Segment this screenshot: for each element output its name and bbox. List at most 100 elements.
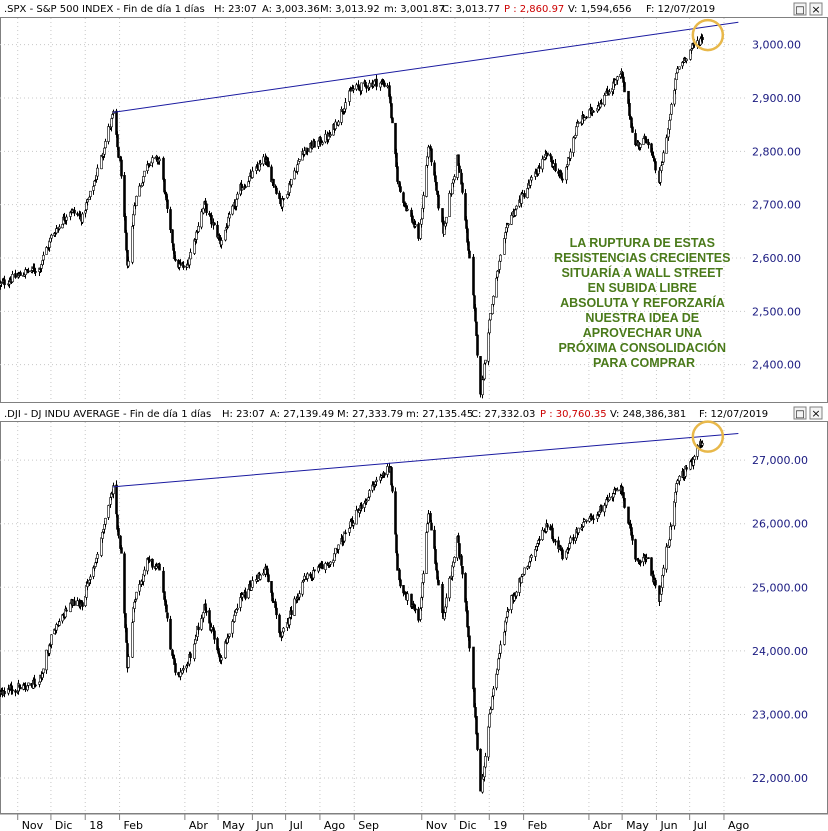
dji-a-label: A: 27,139.49 — [270, 409, 334, 420]
price-body — [481, 379, 484, 396]
price-body — [352, 522, 355, 526]
price-body — [213, 630, 216, 640]
price-body — [572, 137, 575, 153]
price-body — [228, 214, 231, 219]
x-tick-label: Feb — [528, 819, 547, 831]
price-body — [290, 610, 293, 615]
price-body — [11, 274, 14, 283]
price-body — [530, 177, 533, 181]
price-body — [344, 102, 347, 110]
y-tick-label: 24,000.00 — [752, 645, 808, 658]
price-body — [527, 183, 530, 189]
dji-close-button[interactable]: × — [809, 406, 823, 420]
annotation-line: PARA COMPRAR — [593, 356, 695, 370]
price-body — [197, 226, 200, 232]
price-body — [352, 88, 355, 91]
price-body — [115, 484, 118, 515]
price-body — [554, 163, 557, 171]
spx-symbol-label: .SPX - S&P 500 INDEX - Fin de día 1 días — [4, 3, 205, 15]
price-body — [200, 211, 203, 228]
price-body — [165, 604, 168, 613]
price-body — [662, 152, 665, 163]
price-body — [616, 76, 619, 81]
price-body — [288, 617, 291, 626]
price-body — [210, 215, 213, 225]
dji-maximize-button[interactable]: □ — [793, 406, 807, 420]
price-body — [481, 777, 484, 793]
price-body — [125, 232, 128, 251]
spx-lo-label: m: 3,001.87 — [384, 4, 445, 15]
price-body — [65, 216, 68, 221]
price-body — [259, 163, 262, 165]
price-body — [306, 148, 309, 152]
price-body — [523, 193, 526, 198]
maximize-icon: □ — [795, 409, 804, 420]
price-body — [498, 260, 501, 270]
price-body — [3, 279, 6, 286]
price-body — [421, 582, 424, 598]
price-body — [247, 181, 250, 188]
price-body — [507, 223, 510, 226]
dji-m-label: M: 27,333.79 — [337, 409, 403, 420]
price-body — [457, 535, 460, 543]
price-body — [674, 492, 677, 503]
price-body — [143, 569, 146, 576]
price-body — [278, 614, 281, 633]
price-body — [659, 594, 662, 602]
price-body — [81, 213, 84, 223]
price-body — [340, 109, 343, 123]
price-body — [410, 593, 413, 608]
price-body — [171, 229, 174, 244]
resistance-trendline — [112, 21, 739, 113]
price-body — [546, 152, 549, 156]
y-tick-label: 23,000.00 — [752, 708, 808, 721]
price-body — [171, 649, 174, 656]
price-body — [492, 295, 495, 305]
price-body — [614, 488, 617, 491]
price-body — [383, 82, 386, 87]
price-body — [329, 561, 332, 565]
price-body — [275, 607, 278, 616]
price-body — [220, 240, 223, 246]
price-body — [582, 522, 585, 527]
x-tick-label: Sep — [358, 819, 379, 831]
price-body — [448, 193, 451, 217]
y-tick-label: 27,000.00 — [752, 454, 808, 467]
spx-v-label: V: 1,594,656 — [568, 4, 631, 15]
price-body — [235, 199, 238, 207]
spx-a-label: A: 3,003.36 — [262, 4, 320, 15]
price-body — [647, 557, 650, 559]
price-body — [296, 164, 299, 172]
price-body — [448, 577, 451, 599]
price-body — [355, 509, 358, 525]
price-body — [673, 90, 676, 105]
price-body — [488, 713, 491, 728]
spx-close-button[interactable]: × — [809, 2, 823, 16]
price-body — [429, 513, 432, 523]
price-body — [526, 188, 529, 198]
price-body — [123, 175, 126, 217]
price-body — [125, 627, 128, 643]
price-body — [363, 502, 366, 508]
price-body — [169, 618, 172, 650]
price-body — [134, 599, 137, 602]
price-body — [224, 641, 227, 659]
price-body — [231, 621, 234, 634]
price-body — [313, 140, 316, 148]
annotation-line: EN SUBIDA LIBRE — [588, 281, 697, 295]
x-tick-label: 18 — [89, 819, 103, 831]
price-body — [127, 656, 130, 668]
price-body — [231, 205, 234, 215]
price-body — [73, 209, 76, 214]
price-body — [568, 543, 571, 549]
price-body — [445, 597, 448, 608]
y-tick-label: 22,000.00 — [752, 772, 808, 785]
price-body — [282, 198, 285, 200]
price-body — [116, 134, 119, 148]
price-body — [701, 442, 704, 446]
price-body — [685, 58, 688, 62]
spx-maximize-button[interactable]: □ — [793, 2, 807, 16]
price-body — [151, 157, 154, 164]
price-body — [107, 126, 110, 142]
price-body — [445, 216, 448, 224]
